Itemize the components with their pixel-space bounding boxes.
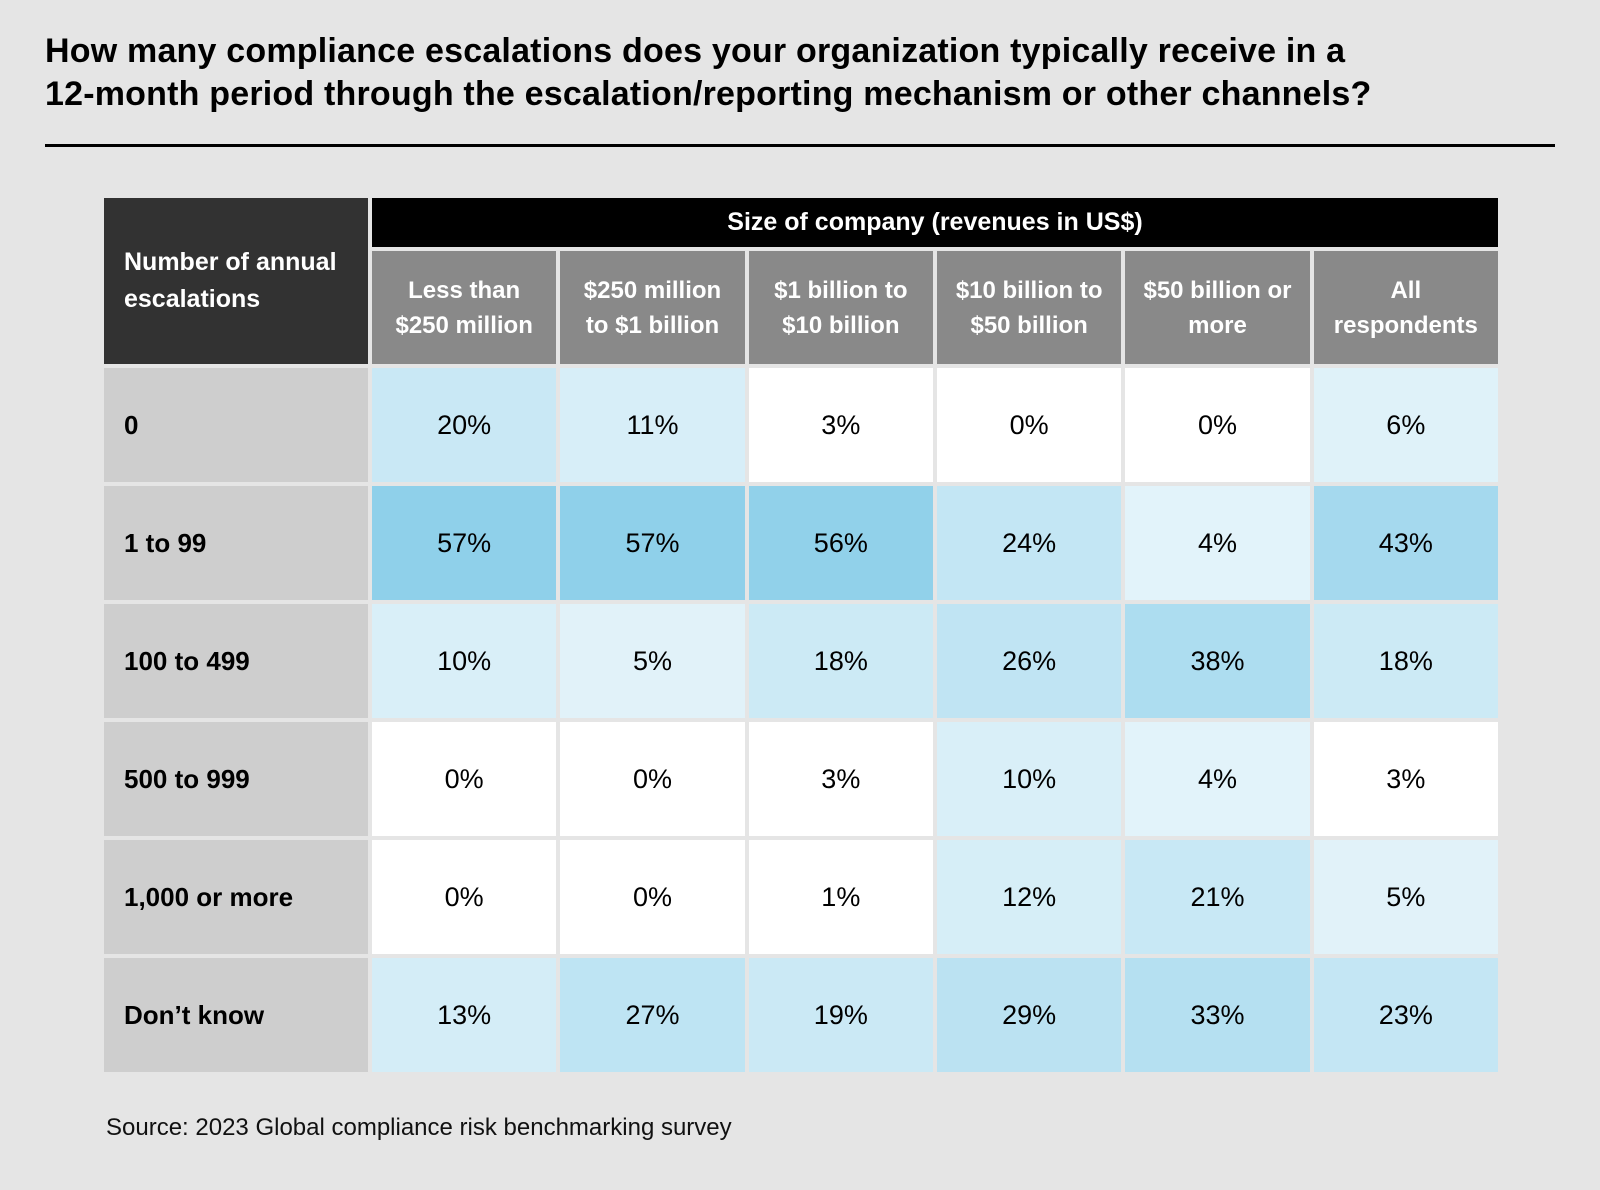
column-header-all-respondents: All respondents <box>1313 251 1498 364</box>
data-cell-r4-c5: 5% <box>1313 840 1498 954</box>
data-cell-r4-c4: 21% <box>1125 840 1310 954</box>
page-title: How many compliance escalations does you… <box>45 32 1372 113</box>
data-cell-r2-c2: 18% <box>748 604 933 718</box>
data-cell-r5-c2: 19% <box>748 958 933 1072</box>
column-header-less-than-250m: Less than $250 million <box>372 251 557 364</box>
data-cell-r0-c0: 20% <box>372 368 557 482</box>
row-label-4: 1,000 or more <box>104 840 368 954</box>
data-cell-r1-c1: 57% <box>560 486 745 600</box>
data-cell-r2-c0: 10% <box>372 604 557 718</box>
escalations-table: Number of annual escalations Size of com… <box>104 198 1498 1072</box>
data-cell-r0-c4: 0% <box>1125 368 1310 482</box>
data-cell-r3-c3: 10% <box>936 722 1122 836</box>
data-cell-r1-c4: 4% <box>1125 486 1310 600</box>
data-cell-r1-c5: 43% <box>1313 486 1498 600</box>
data-cell-r0-c3: 0% <box>936 368 1122 482</box>
data-cell-r2-c1: 5% <box>560 604 745 718</box>
column-header-250m-to-1b: $250 million to $1 billion <box>560 251 745 364</box>
data-cell-r3-c5: 3% <box>1313 722 1498 836</box>
data-cell-r3-c2: 3% <box>748 722 933 836</box>
data-cell-r2-c4: 38% <box>1125 604 1310 718</box>
data-cell-r5-c0: 13% <box>372 958 557 1072</box>
data-cell-r1-c3: 24% <box>936 486 1122 600</box>
data-cell-r2-c5: 18% <box>1313 604 1498 718</box>
data-cell-r1-c0: 57% <box>372 486 557 600</box>
data-cell-r4-c1: 0% <box>560 840 745 954</box>
data-cell-r4-c2: 1% <box>748 840 933 954</box>
row-label-2: 100 to 499 <box>104 604 368 718</box>
data-cell-r0-c2: 3% <box>748 368 933 482</box>
data-cell-r0-c5: 6% <box>1313 368 1498 482</box>
column-group-header: Size of company (revenues in US$) <box>372 198 1498 247</box>
data-cell-r4-c0: 0% <box>372 840 557 954</box>
column-header-50b-or-more: $50 billion or more <box>1125 251 1310 364</box>
data-cell-r1-c2: 56% <box>748 486 933 600</box>
row-label-0: 0 <box>104 368 368 482</box>
row-group-header: Number of annual escalations <box>104 198 368 364</box>
data-cell-r3-c1: 0% <box>560 722 745 836</box>
data-cell-r2-c3: 26% <box>936 604 1122 718</box>
row-label-1: 1 to 99 <box>104 486 368 600</box>
column-header-1b-to-10b: $1 billion to $10 billion <box>748 251 933 364</box>
column-header-10b-to-50b: $10 billion to $50 billion <box>936 251 1122 364</box>
data-cell-r0-c1: 11% <box>560 368 745 482</box>
data-cell-r3-c4: 4% <box>1125 722 1310 836</box>
title-divider <box>45 144 1555 147</box>
data-cell-r5-c4: 33% <box>1125 958 1310 1072</box>
data-cell-r5-c1: 27% <box>560 958 745 1072</box>
row-label-3: 500 to 999 <box>104 722 368 836</box>
data-cell-r5-c3: 29% <box>936 958 1122 1072</box>
data-cell-r3-c0: 0% <box>372 722 557 836</box>
source-note: Source: 2023 Global compliance risk benc… <box>106 1114 732 1141</box>
data-cell-r4-c3: 12% <box>936 840 1122 954</box>
data-cell-r5-c5: 23% <box>1313 958 1498 1072</box>
row-label-5: Don’t know <box>104 958 368 1072</box>
